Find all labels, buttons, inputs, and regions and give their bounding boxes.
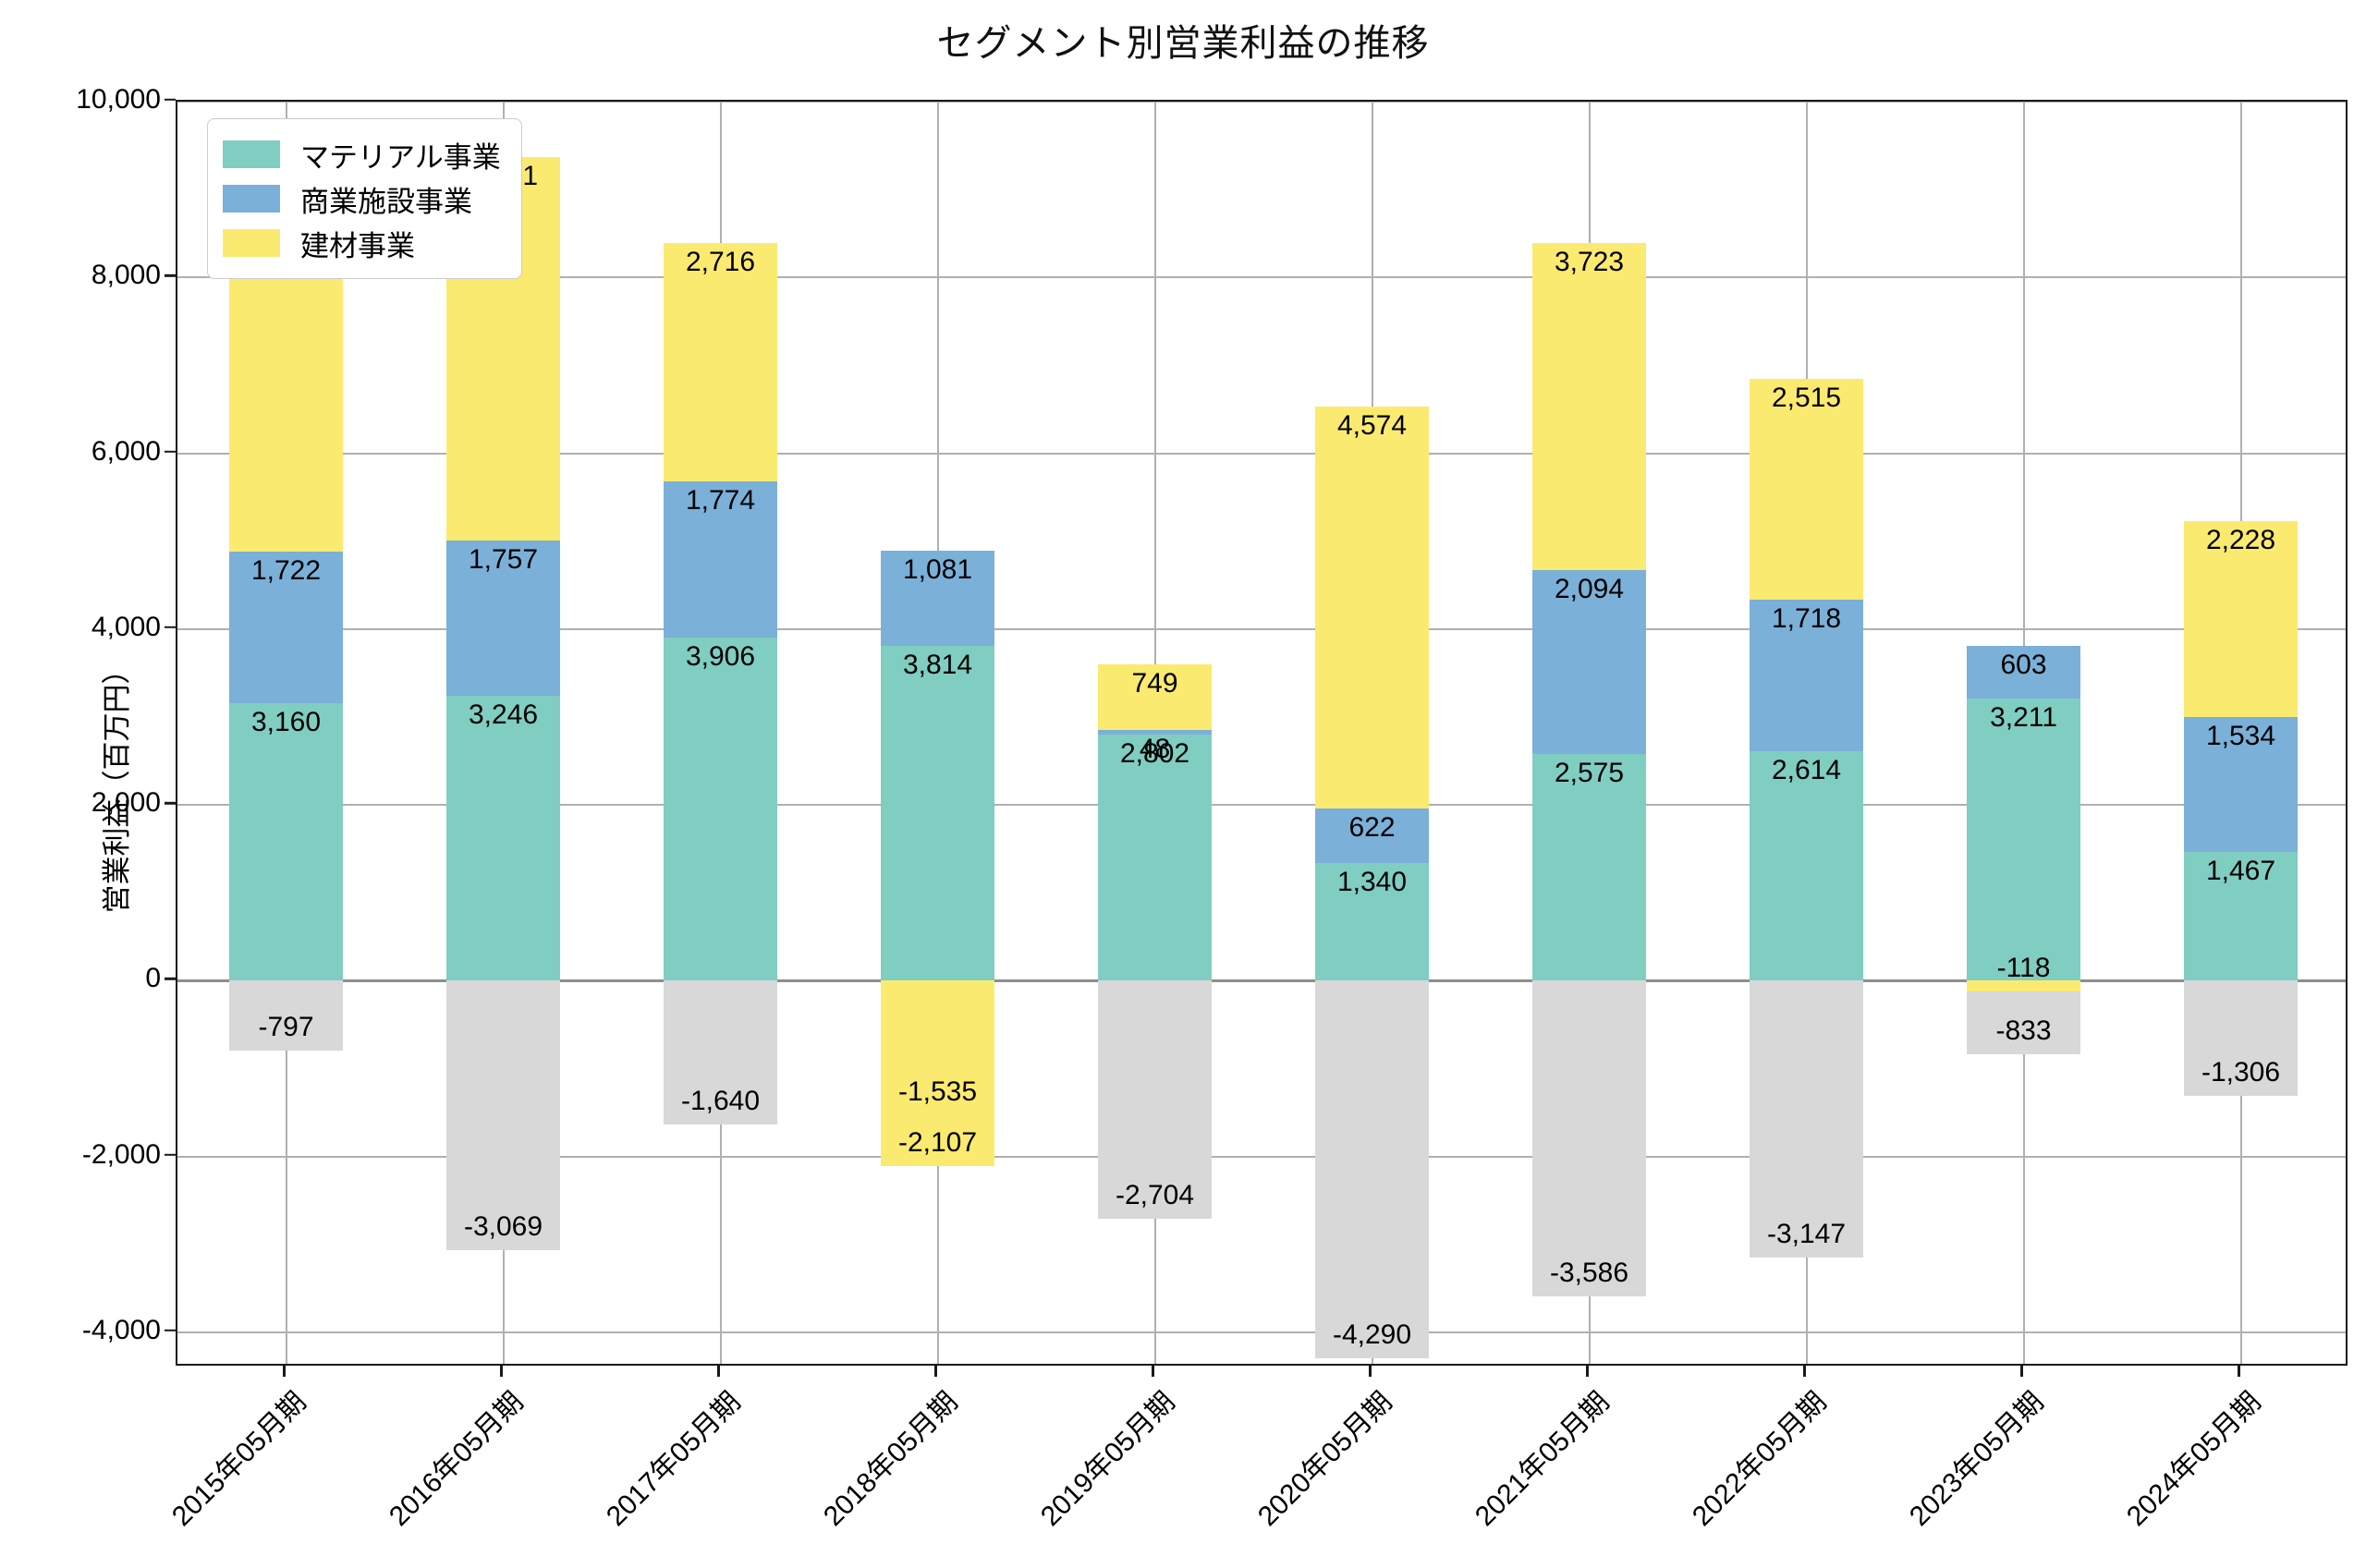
- x-axis-tick-mark: [2020, 1366, 2023, 1377]
- bar-segment[interactable]: [2184, 851, 2298, 981]
- bar-segment[interactable]: [664, 637, 777, 981]
- x-axis-tick-mark: [500, 1366, 503, 1377]
- y-axis-tick-mark: [165, 1329, 176, 1332]
- bar-segment[interactable]: [1750, 750, 1863, 981]
- bar-segment[interactable]: [881, 980, 994, 1166]
- plot-area: 3,1601,7224,371-7973,2461,7574,371-3,069…: [176, 100, 2348, 1366]
- bar-segment[interactable]: [446, 695, 560, 981]
- legend-swatch-icon: [223, 229, 280, 257]
- x-axis-tick-label: 2017年05月期: [600, 1386, 747, 1533]
- chart-legend[interactable]: マテリアル事業 商業施設事業 建材事業: [207, 118, 522, 279]
- gridline-horizontal: [177, 804, 2346, 807]
- bar-segment-adjustment[interactable]: [229, 980, 343, 1051]
- bar-segment-adjustment[interactable]: [446, 980, 560, 1251]
- bar-segment[interactable]: [2184, 716, 2298, 852]
- bar-segment[interactable]: [881, 550, 994, 646]
- y-axis-tick-mark: [165, 626, 176, 629]
- bar-segment[interactable]: [229, 702, 343, 981]
- x-axis-tick-mark: [1803, 1366, 1806, 1377]
- bar-segment[interactable]: [446, 541, 560, 696]
- bar-segment[interactable]: [1098, 663, 1212, 731]
- bar-segment[interactable]: [1532, 242, 1646, 571]
- legend-swatch-icon: [223, 185, 280, 213]
- legend-label: 商業施設事業: [300, 185, 472, 218]
- y-axis-tick-mark: [165, 98, 176, 102]
- bar-segment[interactable]: [2184, 520, 2298, 717]
- y-axis-tick-label: 8,000: [91, 260, 161, 291]
- plot-clip: 3,1601,7224,371-7973,2461,7574,371-3,069…: [177, 102, 2346, 1364]
- y-axis-tick-mark: [165, 1153, 176, 1156]
- x-axis-tick-mark: [1369, 1366, 1372, 1377]
- legend-label: 建材事業: [300, 229, 415, 262]
- bar-segment[interactable]: [1315, 862, 1429, 981]
- bar-segment[interactable]: [664, 242, 777, 481]
- legend-swatch-icon: [223, 140, 280, 168]
- bar-segment-adjustment[interactable]: [1750, 980, 1863, 1258]
- x-axis-tick-mark: [1586, 1366, 1589, 1377]
- y-axis-tick-label: 0: [145, 963, 161, 994]
- x-axis-tick-label: 2023年05月期: [1903, 1386, 2050, 1533]
- bar-segment[interactable]: [1967, 645, 2080, 699]
- x-axis-tick-mark: [2238, 1366, 2240, 1377]
- bar-segment[interactable]: [1750, 378, 1863, 601]
- gridline-horizontal: [177, 627, 2346, 630]
- bar-segment-adjustment[interactable]: [1532, 980, 1646, 1296]
- y-axis-tick-label: 10,000: [76, 84, 161, 115]
- x-axis-tick-label: 2019年05月期: [1034, 1386, 1181, 1533]
- bar-segment[interactable]: [1098, 734, 1212, 981]
- x-axis-tick-mark: [1152, 1366, 1154, 1377]
- x-axis-tick-label: 2021年05月期: [1469, 1386, 1616, 1533]
- bar-segment[interactable]: [1967, 980, 2080, 991]
- legend-item[interactable]: マテリアル事業: [223, 132, 501, 176]
- bar-segment[interactable]: [1967, 698, 2080, 981]
- x-axis-tick-label: 2015年05月期: [165, 1386, 312, 1533]
- gridline-horizontal: [177, 276, 2346, 279]
- bar-segment[interactable]: [1315, 406, 1429, 808]
- bar-segment-adjustment[interactable]: [1967, 980, 2080, 1054]
- bar-segment[interactable]: [881, 645, 994, 981]
- y-axis-tick-label: 4,000: [91, 611, 161, 642]
- x-axis-tick-label: 2020年05月期: [1251, 1386, 1398, 1533]
- bar-segment-adjustment[interactable]: [1098, 980, 1212, 1219]
- x-axis-tick-mark: [934, 1366, 937, 1377]
- bar-segment[interactable]: [1750, 600, 1863, 751]
- x-axis-tick-label: 2024年05月期: [2120, 1386, 2267, 1533]
- bar-segment[interactable]: [1532, 570, 1646, 755]
- bar-segment-adjustment[interactable]: [1315, 980, 1429, 1358]
- y-axis-tick-mark: [165, 978, 176, 980]
- legend-item[interactable]: 商業施設事業: [223, 176, 501, 221]
- y-axis-tick-label: -2,000: [81, 1138, 161, 1170]
- y-axis-label: 営業利益（百万円）: [101, 655, 133, 913]
- y-axis-tick-label: 6,000: [91, 435, 161, 467]
- legend-item[interactable]: 建材事業: [223, 221, 501, 265]
- bar-segment[interactable]: [664, 481, 777, 638]
- legend-label: マテリアル事業: [300, 140, 501, 174]
- bar-segment-adjustment[interactable]: [2184, 980, 2298, 1096]
- bar-segment-adjustment[interactable]: [664, 980, 777, 1125]
- y-axis-tick-label: 2,000: [91, 787, 161, 819]
- bar-segment[interactable]: [1315, 808, 1429, 863]
- gridline-horizontal: [177, 1155, 2346, 1158]
- x-axis-tick-label: 2018年05月期: [817, 1386, 964, 1533]
- x-axis-tick-label: 2016年05月期: [383, 1386, 530, 1533]
- chart-title: セグメント別営業利益の推移: [936, 23, 1430, 64]
- x-axis-tick-mark: [283, 1366, 286, 1377]
- y-axis-tick-mark: [165, 274, 176, 277]
- zero-line: [177, 979, 2346, 982]
- bar-segment[interactable]: [1098, 730, 1212, 735]
- x-axis-tick-label: 2022年05月期: [1686, 1386, 1833, 1533]
- y-axis-tick-mark: [165, 450, 176, 453]
- y-axis-tick-label: -4,000: [81, 1314, 161, 1345]
- y-axis-tick-mark: [165, 801, 176, 805]
- gridline-horizontal: [177, 102, 2346, 103]
- x-axis-tick-mark: [717, 1366, 720, 1377]
- bar-segment[interactable]: [229, 551, 343, 703]
- gridline-horizontal: [177, 1331, 2346, 1333]
- gridline-horizontal: [177, 452, 2346, 455]
- bar-segment[interactable]: [1532, 754, 1646, 981]
